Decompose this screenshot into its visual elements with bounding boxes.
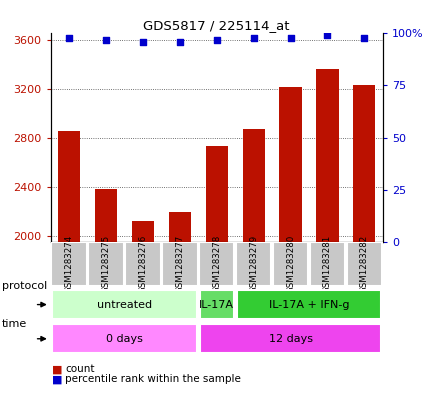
Point	[324, 32, 331, 39]
Point	[176, 39, 183, 45]
Point	[361, 35, 368, 41]
Text: GSM1283282: GSM1283282	[360, 235, 369, 294]
Bar	[242, 129, 265, 393]
Text: GSM1283278: GSM1283278	[212, 235, 221, 294]
Text: ■: ■	[52, 374, 62, 384]
Bar	[205, 146, 228, 393]
Text: IL-17A: IL-17A	[199, 299, 234, 310]
Text: IL-17A + IFN-g: IL-17A + IFN-g	[269, 299, 349, 310]
Point	[103, 37, 110, 43]
Bar	[58, 131, 80, 393]
Text: time: time	[2, 319, 27, 329]
Bar	[132, 221, 154, 393]
Bar	[200, 290, 234, 319]
Text: GSM1283280: GSM1283280	[286, 235, 295, 294]
Text: protocol: protocol	[2, 281, 48, 291]
Title: GDS5817 / 225114_at: GDS5817 / 225114_at	[143, 19, 290, 32]
Point	[66, 35, 73, 41]
Bar	[51, 242, 87, 286]
Bar	[52, 290, 197, 319]
Text: GSM1283281: GSM1283281	[323, 235, 332, 294]
Bar	[162, 242, 198, 286]
Bar	[236, 242, 271, 286]
Bar	[237, 290, 381, 319]
Bar	[52, 324, 197, 353]
Bar	[316, 69, 338, 393]
Text: 0 days: 0 days	[106, 334, 143, 344]
Bar	[95, 189, 117, 393]
Text: percentile rank within the sample: percentile rank within the sample	[65, 374, 241, 384]
Text: GSM1283277: GSM1283277	[175, 235, 184, 294]
Bar	[200, 324, 381, 353]
Point	[213, 37, 220, 43]
Bar	[169, 212, 191, 393]
Bar	[347, 242, 382, 286]
Bar	[310, 242, 345, 286]
Bar	[88, 242, 124, 286]
Text: GSM1283275: GSM1283275	[102, 235, 110, 294]
Bar	[353, 85, 375, 393]
Point	[287, 35, 294, 41]
Bar	[199, 242, 235, 286]
Text: count: count	[65, 364, 95, 375]
Text: untreated: untreated	[97, 299, 152, 310]
Text: 12 days: 12 days	[268, 334, 312, 344]
Text: GSM1283276: GSM1283276	[138, 235, 147, 294]
Point	[139, 39, 147, 45]
Bar	[279, 87, 301, 393]
Bar	[125, 242, 161, 286]
Text: GSM1283279: GSM1283279	[249, 235, 258, 293]
Bar	[273, 242, 308, 286]
Point	[250, 35, 257, 41]
Text: ■: ■	[52, 364, 62, 375]
Text: GSM1283274: GSM1283274	[65, 235, 73, 294]
